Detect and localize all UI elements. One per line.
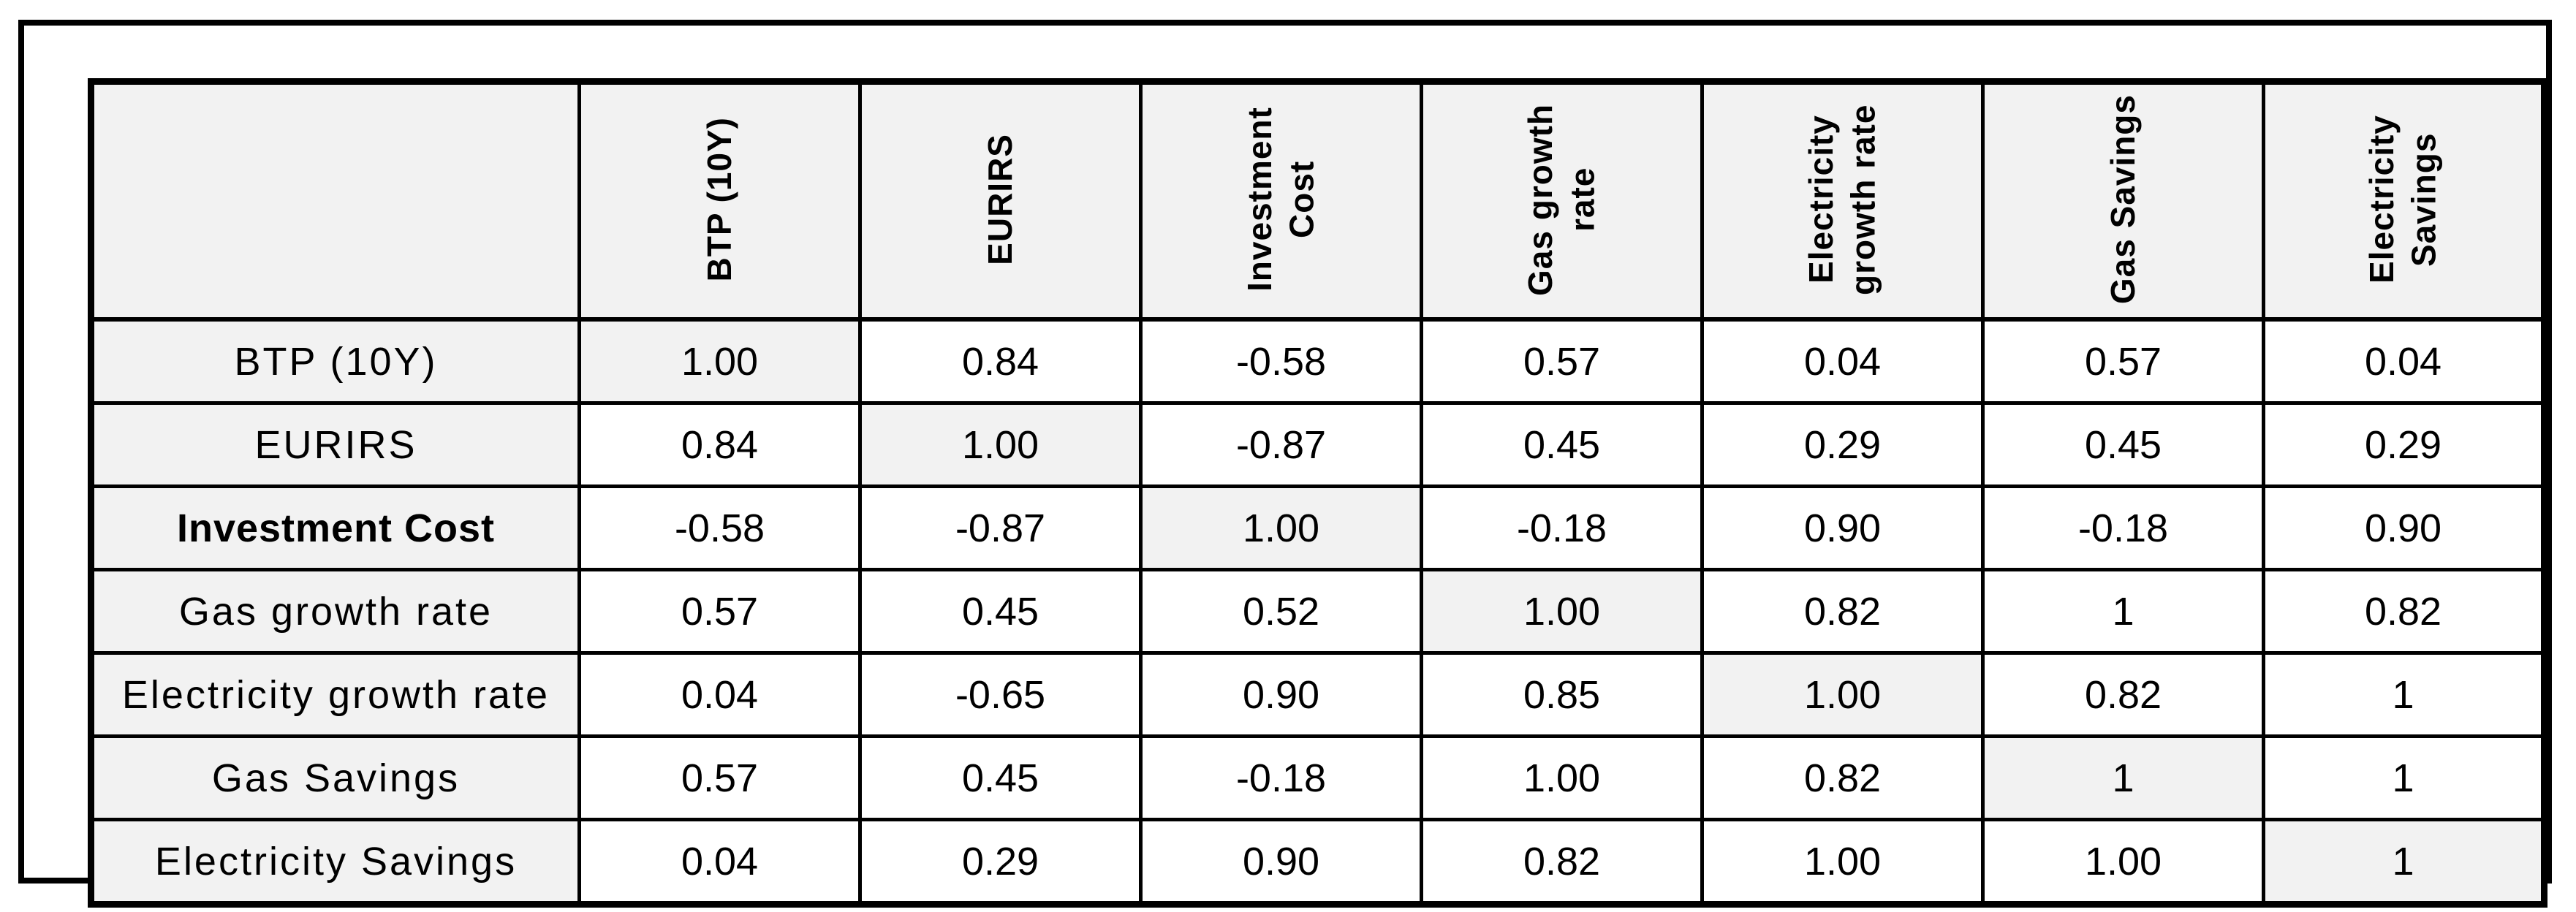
column-header-label: Investment Cost	[1240, 107, 1321, 292]
row-header: Electricity Savings	[89, 818, 581, 906]
column-header: BTP (10Y)	[577, 80, 862, 322]
matrix-cell: 0.04	[2262, 317, 2546, 405]
matrix-cell: 0.82	[2262, 568, 2546, 655]
matrix-cell: -0.58	[1139, 317, 1423, 405]
matrix-cell: 0.04	[1700, 317, 1985, 405]
column-header-label: Gas growth rate	[1521, 102, 1602, 296]
column-header: Gas Savings	[1981, 80, 2265, 322]
matrix-cell-diagonal: 1	[2262, 818, 2546, 906]
matrix-cell: 0.82	[1700, 734, 1985, 821]
matrix-cell: 0.45	[1420, 401, 1704, 488]
matrix-cell-diagonal: 1	[1981, 734, 2265, 821]
table-row: Gas Savings 0.57 0.45 -0.18 1.00 0.82 1 1	[89, 734, 2546, 821]
matrix-cell-diagonal: 1.00	[858, 401, 1143, 488]
row-header: EURIRS	[89, 401, 581, 488]
figure-border: BTP (10Y) EURIRS Investment Cost Gas growth…	[18, 20, 2552, 908]
matrix-cell-diagonal: 1.00	[1420, 568, 1704, 655]
column-header-label: EURIRS	[980, 133, 1019, 265]
matrix-cell: 0.57	[1420, 317, 1704, 405]
table-body: BTP (10Y) 1.00 0.84 -0.58 0.57 0.04 0.57 0.04 EU…	[89, 317, 2546, 906]
matrix-cell: 0.29	[1700, 401, 1985, 488]
matrix-cell: -0.18	[1139, 734, 1423, 821]
matrix-cell: 0.57	[577, 734, 862, 821]
matrix-cell: 0.04	[577, 651, 862, 738]
row-header: Gas growth rate	[89, 568, 581, 655]
column-header-label: Electricity Savings	[2363, 115, 2443, 284]
matrix-cell: 0.82	[1700, 568, 1985, 655]
matrix-cell: 0.82	[1420, 818, 1704, 906]
matrix-cell: -0.58	[577, 484, 862, 571]
row-header: BTP (10Y)	[89, 317, 581, 405]
matrix-cell: 1	[1981, 568, 2265, 655]
table-row: Investment Cost -0.58 -0.87 1.00 -0.18 0.90 -0…	[89, 484, 2546, 571]
matrix-cell: 0.57	[1981, 317, 2265, 405]
matrix-cell: 0.85	[1420, 651, 1704, 738]
column-header: Electricity Savings	[2262, 80, 2546, 322]
matrix-cell: 0.29	[858, 818, 1143, 906]
table-header: BTP (10Y) EURIRS Investment Cost Gas growth…	[89, 80, 2546, 322]
matrix-cell: 0.57	[577, 568, 862, 655]
row-header: Electricity growth rate	[89, 651, 581, 738]
column-header: Gas growth rate	[1420, 80, 1704, 322]
row-header: Gas Savings	[89, 734, 581, 821]
matrix-cell: -0.18	[1420, 484, 1704, 571]
column-header-label: BTP (10Y)	[700, 116, 738, 282]
matrix-cell: 0.84	[577, 401, 862, 488]
matrix-cell: 0.90	[2262, 484, 2546, 571]
header-row: BTP (10Y) EURIRS Investment Cost Gas growth…	[89, 80, 2546, 322]
matrix-cell: 0.90	[1139, 818, 1423, 906]
matrix-cell: 0.45	[858, 734, 1143, 821]
correlation-table: BTP (10Y) EURIRS Investment Cost Gas growth…	[88, 78, 2547, 908]
matrix-cell: -0.87	[1139, 401, 1423, 488]
matrix-cell: 1	[2262, 651, 2546, 738]
matrix-cell-diagonal: 1.00	[1700, 651, 1985, 738]
matrix-cell-diagonal: 1.00	[1139, 484, 1423, 571]
table-row: Electricity growth rate 0.04 -0.65 0.90 0.85…	[89, 651, 2546, 738]
column-header: EURIRS	[858, 80, 1143, 322]
matrix-cell: 0.82	[1981, 651, 2265, 738]
column-header: Investment Cost	[1139, 80, 1423, 322]
matrix-cell: 0.52	[1139, 568, 1423, 655]
matrix-cell: 0.84	[858, 317, 1143, 405]
matrix-cell: 0.45	[1981, 401, 2265, 488]
matrix-cell: 1.00	[1700, 818, 1985, 906]
matrix-cell: 0.04	[577, 818, 862, 906]
row-header: Investment Cost	[89, 484, 581, 571]
matrix-cell: 0.29	[2262, 401, 2546, 488]
column-header-label: Gas Savings	[2103, 94, 2142, 305]
matrix-cell: 0.90	[1139, 651, 1423, 738]
matrix-cell: -0.18	[1981, 484, 2265, 571]
table-row: EURIRS 0.84 1.00 -0.87 0.45 0.29 0.45 0.29	[89, 401, 2546, 488]
matrix-cell: -0.87	[858, 484, 1143, 571]
corner-cell	[89, 80, 581, 322]
matrix-cell-diagonal: 1.00	[577, 317, 862, 405]
matrix-cell: -0.65	[858, 651, 1143, 738]
matrix-cell: 0.45	[858, 568, 1143, 655]
matrix-cell: 0.90	[1700, 484, 1985, 571]
matrix-cell: 1	[2262, 734, 2546, 821]
table-row: Gas growth rate 0.57 0.45 0.52 1.00 0.82 1 0.82	[89, 568, 2546, 655]
column-header: Electricity growth rate	[1700, 80, 1985, 322]
table-row: Electricity Savings 0.04 0.29 0.90 0.82 1.00 1…	[89, 818, 2546, 906]
matrix-cell: 1.00	[1420, 734, 1704, 821]
matrix-cell: 1.00	[1981, 818, 2265, 906]
column-header-label: Electricity growth rate	[1802, 103, 1882, 295]
table-row: BTP (10Y) 1.00 0.84 -0.58 0.57 0.04 0.57 0.04	[89, 317, 2546, 405]
